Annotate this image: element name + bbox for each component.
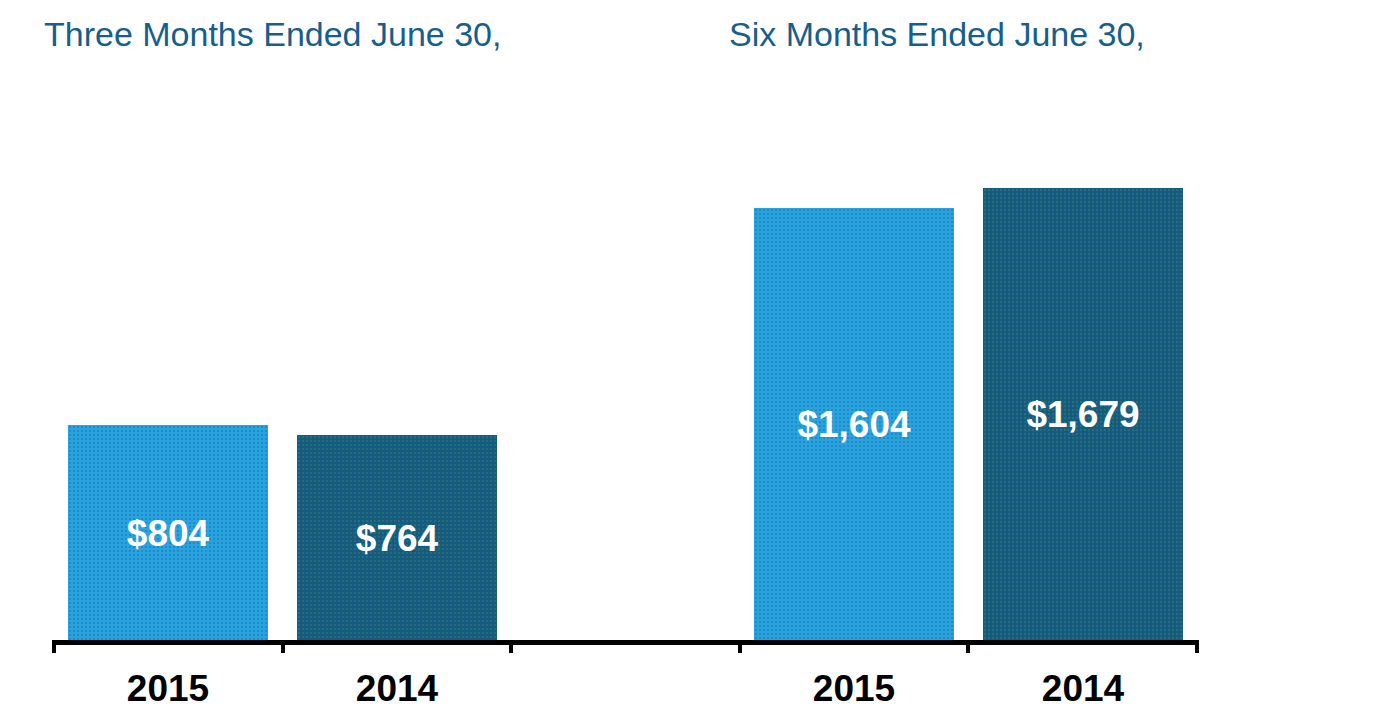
chart-title-three-months: Three Months Ended June 30, xyxy=(44,14,501,54)
x-axis-tick xyxy=(1195,640,1199,653)
x-axis-tick xyxy=(281,640,285,653)
x-axis-tick xyxy=(52,640,56,653)
x-axis-label-three-months-2014: 2014 xyxy=(282,668,512,710)
bar-chart: Three Months Ended June 30, Six Months E… xyxy=(0,0,1388,725)
x-axis-tick xyxy=(738,640,742,653)
bar-six-months-2014: $1,679 xyxy=(983,188,1183,642)
x-axis-tick xyxy=(966,640,970,653)
bar-three-months-2015: $804 xyxy=(68,425,268,642)
bar-six-months-2015: $1,604 xyxy=(754,208,954,642)
x-axis-tick xyxy=(509,640,513,653)
x-axis-label-three-months-2015: 2015 xyxy=(53,668,283,710)
bar-value-label: $1,679 xyxy=(1026,394,1139,436)
x-axis-label-six-months-2014: 2014 xyxy=(968,668,1198,710)
x-axis-label-six-months-2015: 2015 xyxy=(739,668,969,710)
chart-title-six-months: Six Months Ended June 30, xyxy=(729,14,1145,54)
bar-value-label: $804 xyxy=(127,513,209,555)
bar-value-label: $1,604 xyxy=(797,404,910,446)
x-axis-line xyxy=(54,640,1197,645)
bar-value-label: $764 xyxy=(356,518,438,560)
bar-three-months-2014: $764 xyxy=(297,435,497,642)
